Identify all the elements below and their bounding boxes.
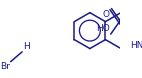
Text: O: O (103, 10, 110, 19)
Text: HO: HO (96, 24, 110, 33)
Text: Br: Br (0, 62, 10, 71)
Text: HN: HN (130, 41, 142, 50)
Text: H: H (23, 42, 30, 51)
Polygon shape (119, 19, 137, 24)
